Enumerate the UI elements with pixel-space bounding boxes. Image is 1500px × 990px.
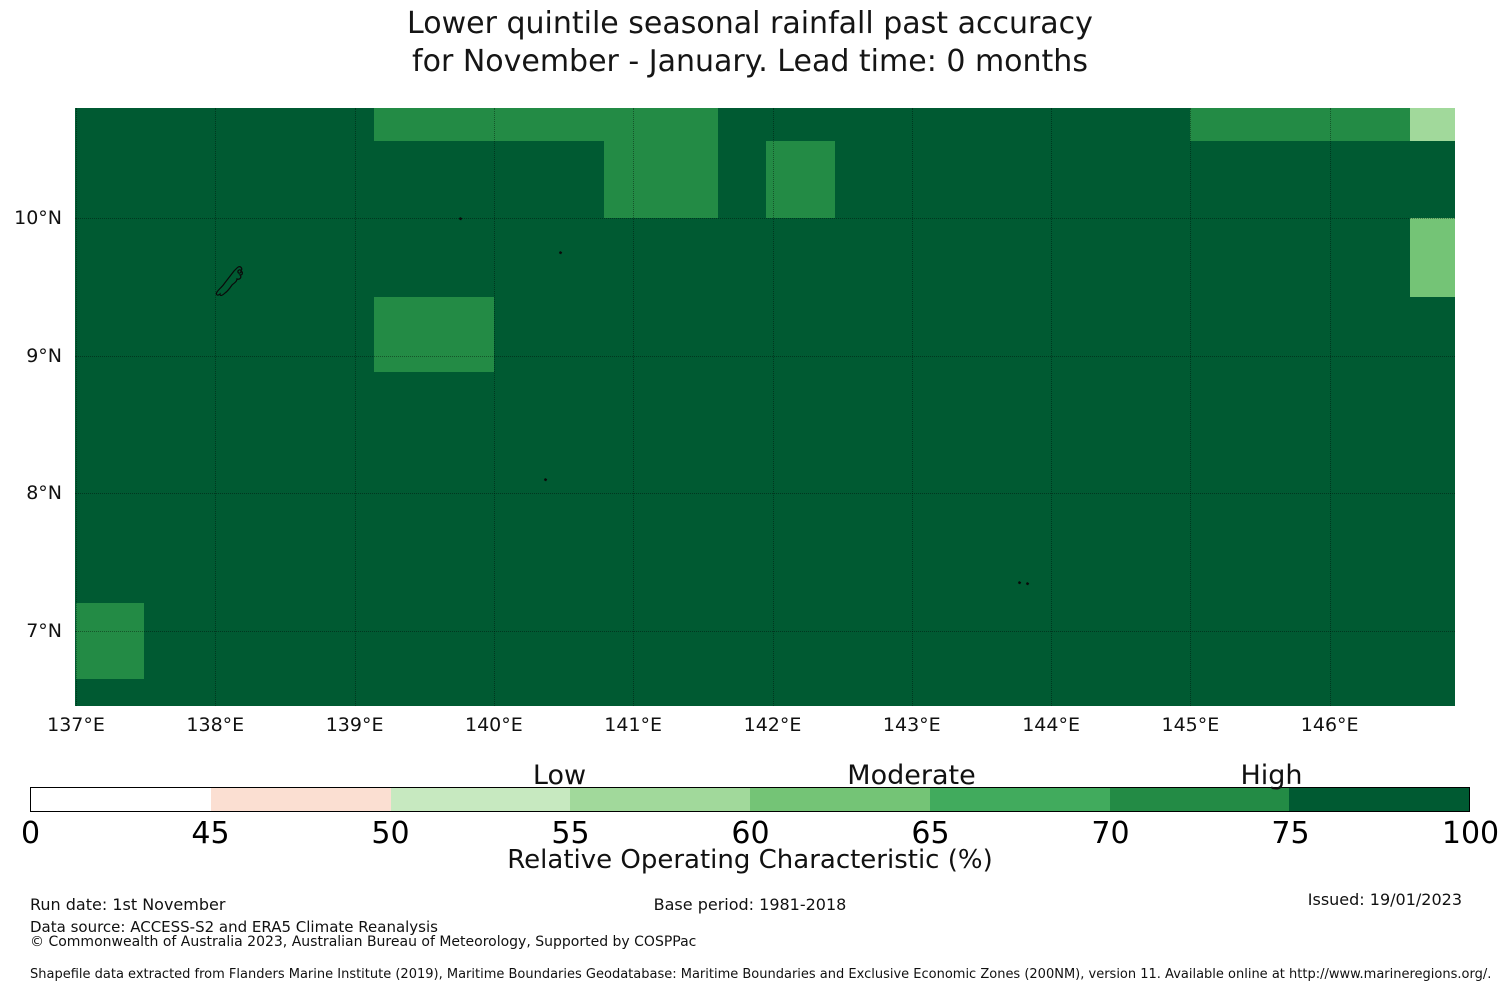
gridline-lon-141 [633, 108, 635, 706]
colorbar-category-moderate: Moderate [847, 760, 976, 791]
run-date-text: Run date: 1st November [30, 895, 226, 914]
x-tick-138°E: 138°E [186, 714, 245, 736]
colorbar-tick-45: 45 [191, 816, 230, 851]
colorbar-tick-50: 50 [371, 816, 410, 851]
x-tick-139°E: 139°E [325, 714, 384, 736]
y-tick-7°N: 7°N [26, 620, 62, 642]
colorbar-tick-100: 100 [1441, 816, 1500, 851]
chart-title-line2: for November - January. Lead time: 0 mon… [412, 44, 1088, 79]
gridline-lon-142 [772, 108, 774, 706]
y-tick-8°N: 8°N [26, 482, 62, 505]
gridline-lat-9 [75, 355, 1455, 357]
colorbar-segment-75-100 [1289, 788, 1469, 811]
gridline-lon-139 [354, 108, 356, 706]
island-outlines [215, 216, 1030, 586]
colorbar-category-high: High [1240, 760, 1303, 791]
colorbar-axis-label: Relative Operating Characteristic (%) [507, 845, 993, 875]
small-island-dot-2 [558, 251, 563, 255]
issued-text: Issued: 19/01/2023 [1307, 890, 1462, 909]
gridline-lon-138 [215, 108, 217, 706]
chart-title-line1: Lower quintile seasonal rainfall past ac… [407, 6, 1093, 41]
colorbar-tick-0: 0 [20, 816, 41, 851]
x-tick-145°E: 145°E [1161, 714, 1220, 736]
base-period-text: Base period: 1981-2018 [653, 895, 847, 914]
x-tick-137°E: 137°E [47, 714, 105, 736]
roc-cell-70-75 [765, 141, 836, 219]
roc-cell-70-75 [374, 296, 494, 373]
roc-cell-70-75 [1190, 108, 1411, 142]
colorbar-segment-55-60 [570, 788, 750, 811]
gridline-lon-137 [76, 108, 77, 706]
small-island-dot-5 [1025, 582, 1030, 586]
small-island-dot-1 [458, 216, 463, 221]
colorbar-segment-45-50 [210, 788, 391, 811]
x-tick-140°E: 140°E [465, 714, 523, 736]
colorbar-tick-55: 55 [551, 816, 590, 851]
gridline-lon-140 [493, 108, 495, 706]
x-tick-142°E: 142°E [743, 714, 802, 736]
palau-island-outline [215, 266, 243, 297]
x-tick-141°E: 141°E [604, 714, 663, 736]
gridline-lon-144 [1051, 108, 1053, 706]
gridline-lon-143 [911, 108, 913, 706]
colorbar-segment-60-65 [750, 788, 930, 811]
roc-cell-70-75 [603, 141, 719, 219]
x-tick-143°E: 143°E [882, 714, 941, 736]
y-tick-10°N: 10°N [14, 207, 62, 230]
colorbar [30, 787, 1470, 812]
gridline-lat-7 [75, 631, 1455, 632]
colorbar-tick-75: 75 [1271, 816, 1310, 851]
y-tick-9°N: 9°N [26, 344, 62, 367]
colorbar-segment-0-45 [31, 788, 211, 811]
small-island-dot-3 [543, 478, 548, 482]
roc-cell-55-60 [1410, 108, 1455, 142]
colorbar-tick-60: 60 [731, 816, 770, 851]
x-tick-146°E: 146°E [1300, 714, 1359, 736]
colorbar-segment-65-70 [929, 788, 1110, 811]
roc-cell-70-75 [374, 108, 719, 142]
copyright-text: © Commonwealth of Australia 2023, Austra… [30, 934, 697, 950]
gridline-lon-146 [1329, 108, 1331, 706]
colorbar-tick-65: 65 [911, 816, 950, 851]
gridline-lat-10 [75, 218, 1455, 220]
shapefile-note-text: Shapefile data extracted from Flanders M… [30, 967, 1492, 982]
map-canvas [75, 108, 1455, 706]
small-island-dot-4 [1017, 580, 1022, 585]
colorbar-category-low: Low [532, 760, 587, 791]
roc-cell-70-75 [76, 603, 145, 680]
colorbar-segment-70-75 [1109, 788, 1290, 811]
colorbar-tick-70: 70 [1091, 816, 1130, 851]
colorbar-segment-50-55 [390, 788, 571, 811]
gridline-lat-8 [75, 493, 1455, 495]
roc-cell-60-65 [1410, 218, 1455, 297]
gridline-lon-145 [1190, 108, 1192, 706]
x-tick-144°E: 144°E [1022, 714, 1080, 736]
data-source-text: Data source: ACCESS-S2 and ERA5 Climate … [30, 918, 438, 936]
